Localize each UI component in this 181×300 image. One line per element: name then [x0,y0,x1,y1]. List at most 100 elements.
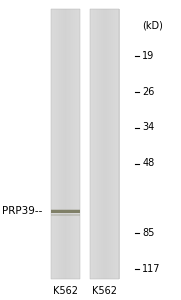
Bar [76,9,77,279]
Bar [94,9,95,279]
Text: 19: 19 [142,50,154,61]
Bar [54,9,55,279]
Bar [111,9,112,279]
Bar [51,9,52,279]
Bar [65,9,66,279]
Bar [68,9,69,279]
Bar [111,9,112,279]
Bar [55,9,56,279]
Bar [76,9,77,279]
Bar [72,9,73,279]
Bar [108,9,109,279]
Bar [109,9,110,279]
Bar [74,9,75,279]
Bar [75,9,76,279]
Bar [100,9,101,279]
Bar [105,9,106,279]
Bar [110,9,111,279]
Bar [73,9,74,279]
Text: (kD): (kD) [142,20,163,31]
Bar [101,9,102,279]
Bar [98,9,99,279]
Bar [78,9,79,279]
Bar [71,9,72,279]
Bar [68,9,69,279]
Text: 48: 48 [142,158,154,169]
Bar [59,9,60,279]
Bar [57,9,58,279]
Bar [79,9,80,279]
Bar [51,209,80,214]
Bar [91,9,92,279]
Text: K562: K562 [53,286,78,296]
Bar [60,9,61,279]
Bar [105,9,106,279]
Bar [94,9,95,279]
Bar [77,9,78,279]
Bar [97,9,98,279]
Bar [118,9,119,279]
Bar [51,209,80,211]
Bar [107,9,108,279]
Bar [67,9,68,279]
Bar [97,9,98,279]
Bar [52,9,53,279]
Bar [106,9,107,279]
Bar [101,9,102,279]
Bar [60,9,61,279]
Bar [63,9,64,279]
Text: 34: 34 [142,122,154,133]
Bar [117,9,118,279]
Text: 117: 117 [142,263,161,274]
Bar [62,9,63,279]
Bar [73,9,74,279]
Bar [110,9,111,279]
Bar [51,9,80,279]
Bar [52,9,53,279]
Bar [61,9,62,279]
Bar [116,9,117,279]
Bar [58,9,59,279]
Bar [67,9,68,279]
Text: K562: K562 [92,286,117,296]
Bar [64,9,65,279]
Bar [53,9,54,279]
Bar [70,9,71,279]
Bar [113,9,114,279]
Bar [90,9,91,279]
Bar [114,9,115,279]
Bar [51,9,52,279]
Bar [93,9,94,279]
Bar [56,9,57,279]
Bar [95,9,96,279]
Bar [103,9,104,279]
Bar [102,9,103,279]
Bar [115,9,116,279]
Bar [119,9,120,279]
Bar [59,9,60,279]
Bar [56,9,57,279]
Text: 26: 26 [142,86,154,97]
Bar [96,9,97,279]
Bar [92,9,93,279]
Bar [55,9,56,279]
Bar [115,9,116,279]
Bar [66,9,67,279]
Text: 85: 85 [142,227,154,238]
Bar [51,214,80,216]
Bar [77,9,78,279]
Bar [99,9,100,279]
Bar [63,9,64,279]
Bar [106,9,107,279]
Bar [104,9,105,279]
Bar [114,9,115,279]
Bar [118,9,119,279]
Bar [98,9,99,279]
Bar [109,9,110,279]
Bar [69,9,70,279]
Bar [90,9,119,279]
Bar [72,9,73,279]
Bar [64,9,65,279]
Text: PRP39--: PRP39-- [2,206,42,217]
Bar [93,9,94,279]
